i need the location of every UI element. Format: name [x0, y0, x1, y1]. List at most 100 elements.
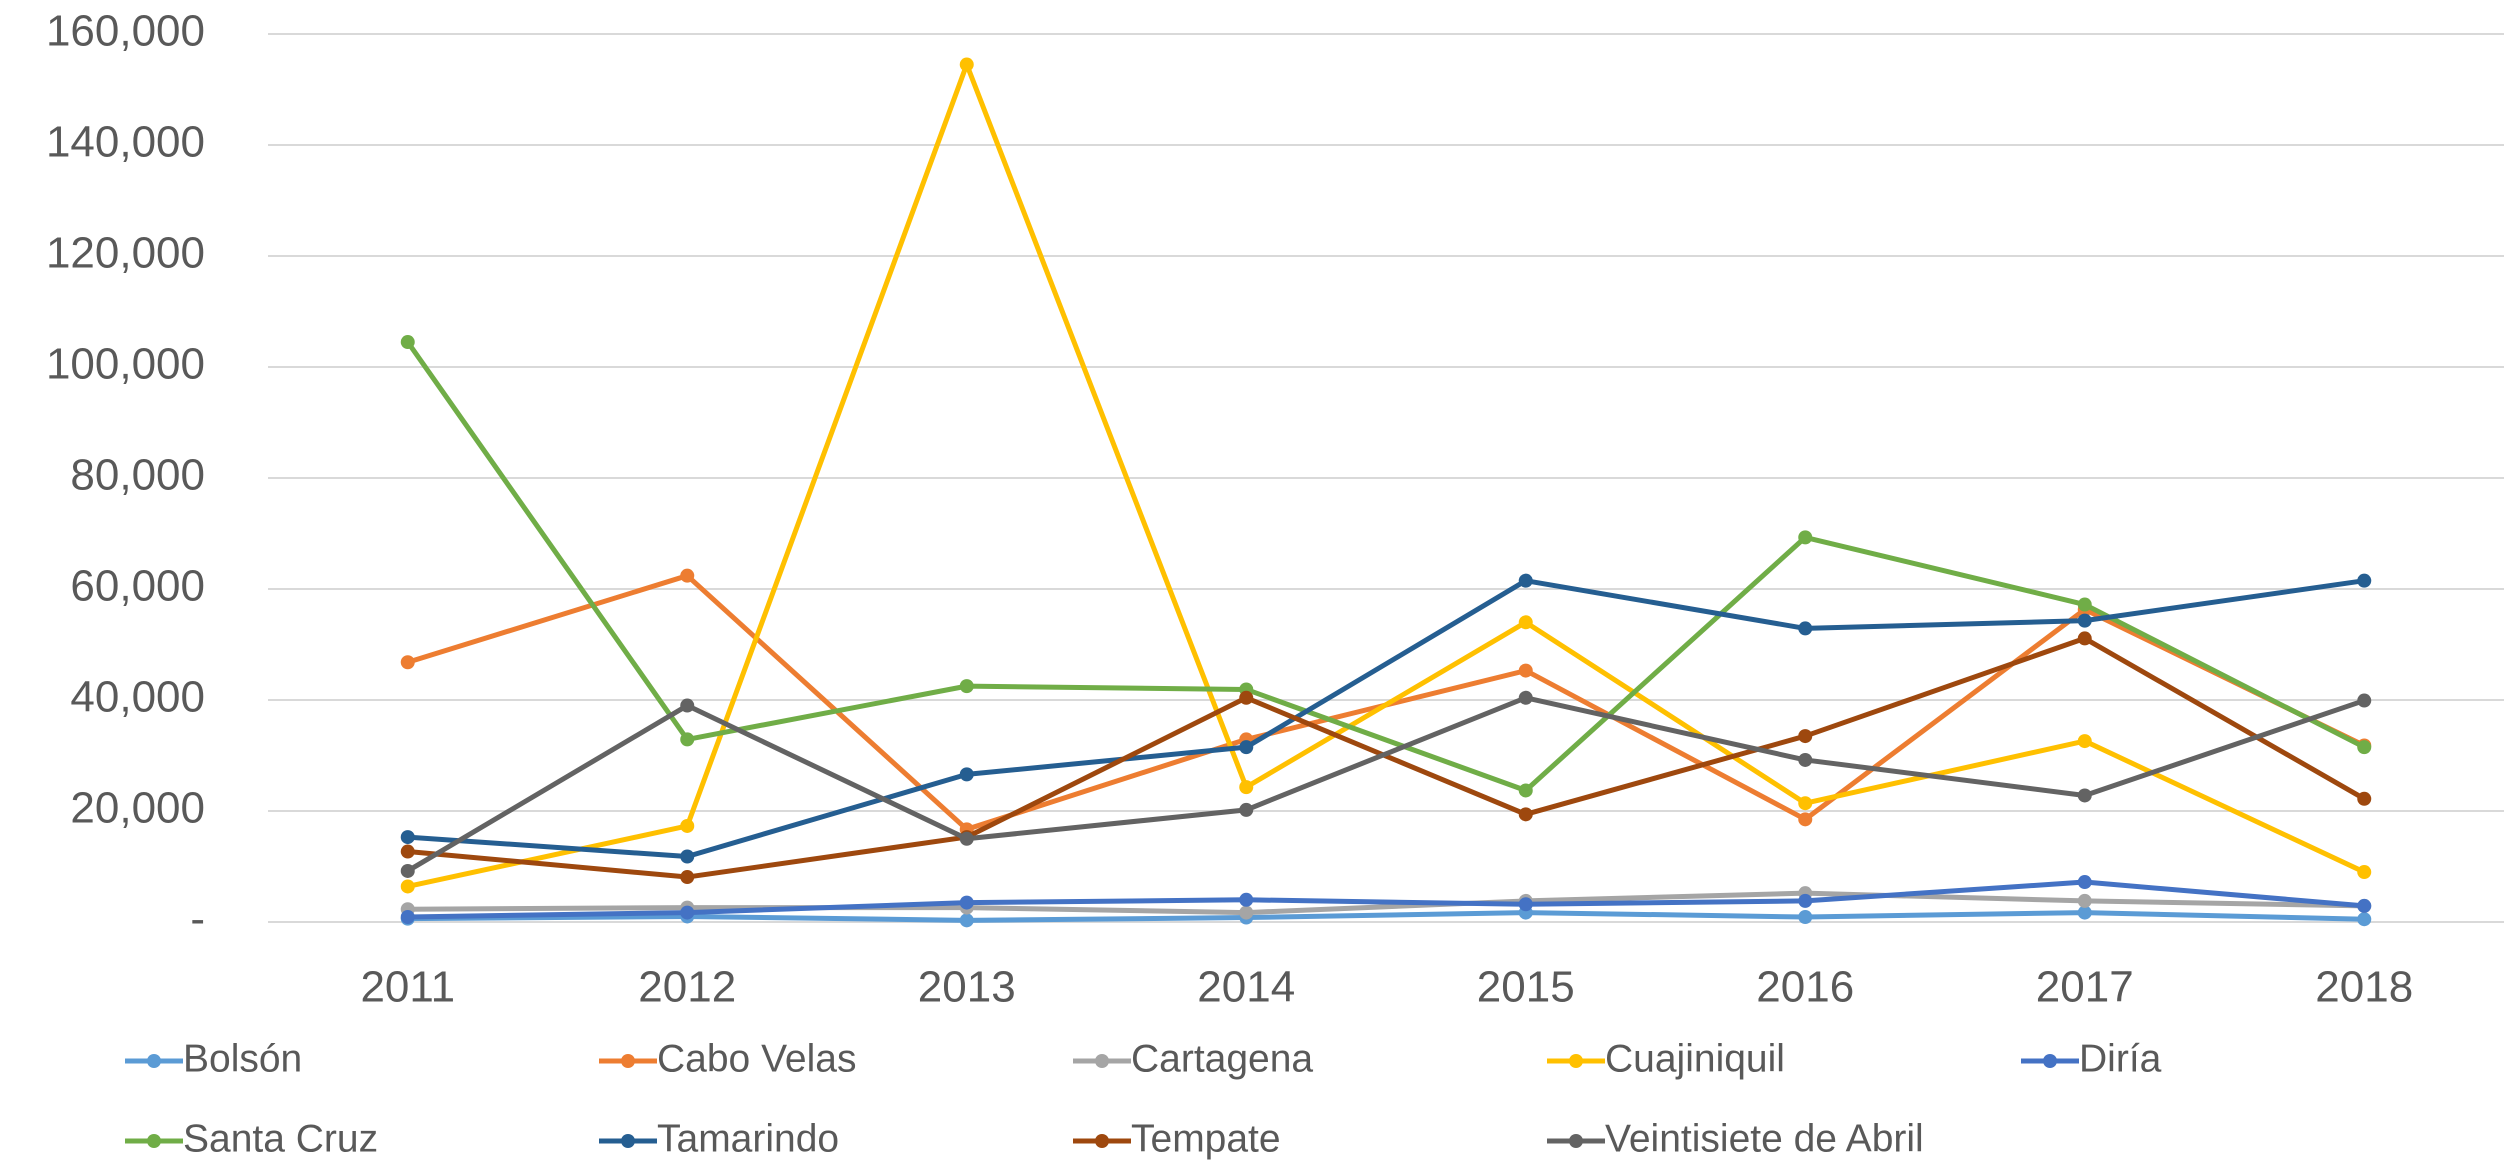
series-line: [407, 62, 2366, 889]
data-point: [2077, 788, 2092, 803]
data-point: [680, 732, 695, 747]
x-tick-label: 2016: [1756, 963, 1854, 1012]
legend-marker: [621, 1134, 635, 1148]
series-line: [407, 890, 2365, 916]
legend-marker: [1569, 1054, 1583, 1068]
data-point: [400, 335, 415, 350]
data-point: [2357, 865, 2372, 880]
legend-marker: [147, 1134, 161, 1148]
data-point: [1518, 615, 1533, 630]
y-tick-label: 20,000: [70, 784, 205, 833]
y-tick-label: 120,000: [46, 229, 205, 278]
data-point: [1798, 729, 1813, 744]
data-point: [1798, 893, 1813, 908]
legend-marker: [1095, 1134, 1109, 1148]
data-point: [1239, 740, 1254, 755]
data-point: [959, 831, 974, 846]
x-tick-label: 2014: [1197, 963, 1295, 1012]
data-point: [1798, 812, 1813, 827]
legend-label: Tamarindo: [657, 1117, 839, 1160]
legend-label: Santa Cruz: [183, 1117, 378, 1160]
data-point: [2077, 613, 2092, 628]
legend-marker: [1569, 1134, 1583, 1148]
data-point: [959, 913, 974, 928]
data-point: [2077, 893, 2092, 908]
legend-marker: [1095, 1054, 1109, 1068]
data-point: [400, 910, 415, 925]
data-point: [400, 879, 415, 894]
data-point: [2077, 875, 2092, 890]
series-line: [405, 340, 2366, 793]
legend-label: Bolsón: [183, 1037, 302, 1080]
data-point: [1518, 897, 1533, 912]
legend-marker: [147, 1054, 161, 1068]
data-point: [1239, 690, 1254, 705]
data-point: [959, 679, 974, 694]
data-point: [2357, 912, 2372, 927]
data-point: [2077, 734, 2092, 749]
data-point: [400, 863, 415, 878]
x-tick-label: 2018: [2315, 963, 2413, 1012]
y-tick-label: -: [190, 895, 205, 944]
data-point: [1518, 783, 1533, 798]
data-point: [1518, 807, 1533, 822]
x-tick-label: 2015: [1477, 963, 1575, 1012]
data-point: [1798, 910, 1813, 925]
data-point: [680, 818, 695, 833]
legend-label: Cuajiniquil: [1605, 1037, 1785, 1080]
data-point: [680, 870, 695, 885]
data-point: [400, 830, 415, 845]
legend-label: Cartagena: [1131, 1037, 1313, 1080]
legend-marker: [621, 1054, 635, 1068]
data-point: [2357, 898, 2372, 913]
data-point: [1239, 905, 1254, 920]
data-point: [1518, 573, 1533, 588]
data-point: [680, 905, 695, 920]
data-point: [1239, 892, 1254, 907]
y-tick-label: 160,000: [46, 7, 205, 56]
series-line: [407, 635, 2366, 880]
data-point: [959, 57, 974, 72]
data-point: [680, 698, 695, 713]
data-point: [959, 895, 974, 910]
legend-label: Diría: [2079, 1037, 2162, 1080]
data-point: [1518, 663, 1533, 678]
y-tick-label: 80,000: [70, 451, 205, 500]
series-line: [407, 910, 2365, 923]
data-point: [2357, 740, 2372, 755]
legend-label: Cabo Velas: [657, 1037, 856, 1080]
legend-label: Tempate: [1131, 1117, 1281, 1160]
x-tick-label: 2013: [918, 963, 1016, 1012]
x-tick-label: 2017: [2036, 963, 2134, 1012]
y-tick-label: 60,000: [70, 562, 205, 611]
data-point: [959, 767, 974, 782]
data-point: [400, 655, 415, 670]
data-point: [680, 849, 695, 864]
data-point: [2077, 905, 2092, 920]
data-point: [1798, 752, 1813, 767]
y-tick-label: 40,000: [70, 673, 205, 722]
data-point: [680, 568, 695, 583]
y-tick-label: 140,000: [46, 118, 205, 167]
legend-marker: [2043, 1054, 2057, 1068]
x-tick-label: 2011: [360, 963, 455, 1012]
data-point: [1518, 690, 1533, 705]
data-point: [1798, 796, 1813, 811]
data-point: [1798, 621, 1813, 636]
y-tick-label: 100,000: [46, 340, 205, 389]
data-point: [2077, 597, 2092, 612]
data-point: [2357, 573, 2372, 588]
series-line: [406, 695, 2366, 874]
data-point: [2077, 631, 2092, 646]
x-tick-label: 2012: [638, 963, 736, 1012]
data-point: [1239, 780, 1254, 795]
series-line: [407, 879, 2365, 920]
series-line: [407, 578, 2365, 860]
legend-label: Veintisiete de Abril: [1605, 1117, 1924, 1160]
data-point: [1239, 802, 1254, 817]
data-point: [2357, 791, 2372, 806]
data-point: [1798, 530, 1813, 545]
data-point: [400, 844, 415, 859]
data-point: [2357, 693, 2372, 708]
